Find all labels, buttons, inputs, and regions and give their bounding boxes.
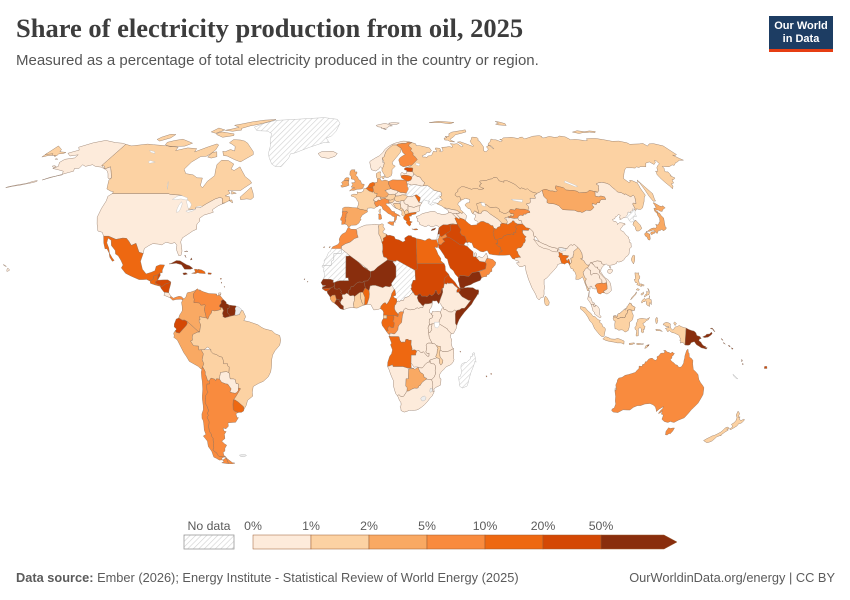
svg-text:5%: 5% [418, 519, 436, 533]
svg-text:2%: 2% [360, 519, 378, 533]
svg-text:0%: 0% [244, 519, 262, 533]
svg-text:50%: 50% [589, 519, 614, 533]
svg-text:No data: No data [187, 519, 230, 533]
svg-text:1%: 1% [302, 519, 320, 533]
svg-text:20%: 20% [531, 519, 556, 533]
svg-text:10%: 10% [473, 519, 498, 533]
